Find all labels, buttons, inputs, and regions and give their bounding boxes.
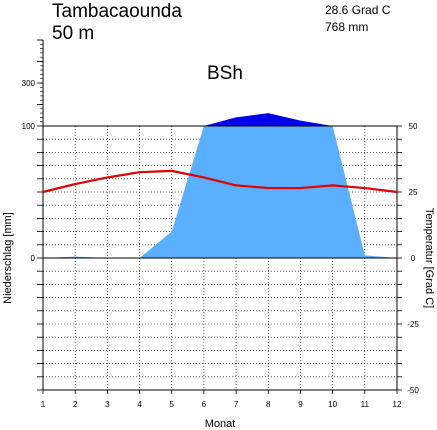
- x-tick-label: 12: [393, 400, 402, 409]
- x-tick-label: 7: [234, 400, 239, 409]
- right-tick-label: 0: [411, 254, 416, 263]
- right-tick-label: 50: [409, 122, 418, 131]
- temperature-line-layer: [42, 169, 398, 194]
- left-tick-label: 100: [22, 122, 36, 131]
- x-tick-label: 8: [266, 400, 271, 409]
- x-axis-label: Monat: [205, 418, 236, 430]
- precipitation-fill-layer: [43, 113, 397, 258]
- left-tick-label: 0: [31, 254, 36, 263]
- annual-precipitation: 768 mm: [325, 20, 368, 34]
- right-tick-label: 25: [409, 188, 418, 197]
- climate-class: BSh: [207, 63, 243, 84]
- x-tick-label: 6: [202, 400, 207, 409]
- precipitation-area: [43, 126, 397, 258]
- temperature-line: [42, 169, 398, 194]
- station-name: Tambacaounda: [52, 1, 182, 22]
- x-tick-label: 1: [41, 400, 46, 409]
- right-axis-label: Temperatur [Grad C]: [423, 208, 435, 308]
- x-tick-label: 5: [170, 400, 175, 409]
- left-axis-label: Niederschlag [mm]: [2, 212, 14, 304]
- axis-layer: [37, 39, 402, 394]
- mean-temperature: 28.6 Grad C: [325, 3, 391, 17]
- left-tick-label: 300: [22, 79, 36, 88]
- x-tick-label: 11: [361, 400, 370, 409]
- right-tick-label: -25: [407, 320, 419, 329]
- x-tick-label: 2: [73, 400, 78, 409]
- x-tick-label: 10: [328, 400, 337, 409]
- x-tick-label: 9: [298, 400, 303, 409]
- precipitation-perhumid-area: [203, 113, 333, 126]
- x-tick-label: 3: [105, 400, 110, 409]
- x-tick-label: 4: [137, 400, 142, 409]
- station-elevation: 50 m: [52, 23, 94, 44]
- right-tick-label: -50: [407, 386, 419, 395]
